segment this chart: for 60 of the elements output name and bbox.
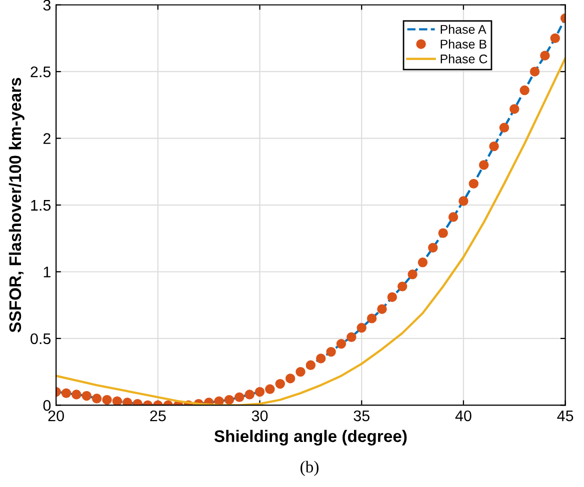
- x-tick-label: 45: [557, 410, 574, 422]
- point: [366, 314, 377, 324]
- point: [122, 398, 132, 406]
- y-tick-label: 2: [43, 133, 50, 144]
- point: [336, 338, 346, 349]
- y-tick-label: 0: [43, 400, 51, 411]
- point: [540, 50, 550, 60]
- text: (b): [300, 460, 319, 476]
- point: [244, 390, 254, 400]
- point: [316, 354, 326, 364]
- legend-label: Phase A: [440, 24, 486, 34]
- legend-label: Phase B: [440, 39, 486, 49]
- point: [468, 178, 479, 189]
- point: [306, 360, 316, 370]
- point: [234, 392, 244, 402]
- point: [428, 242, 438, 253]
- point: [112, 396, 122, 406]
- point: [550, 33, 560, 44]
- point: [356, 322, 366, 333]
- point: [285, 374, 296, 384]
- x-tick-label: 20: [48, 410, 64, 422]
- y-tick-label: 0.5: [30, 333, 51, 344]
- x-tick-label: 30: [252, 410, 268, 422]
- point: [448, 212, 458, 222]
- point: [510, 104, 520, 114]
- point: [520, 85, 530, 96]
- point: [499, 122, 510, 132]
- point: [387, 292, 398, 302]
- point: [92, 394, 102, 404]
- point: [408, 270, 418, 280]
- point: [458, 196, 468, 206]
- x-tick-label: 40: [455, 410, 472, 422]
- point: [489, 141, 499, 152]
- y-tick-label: 3: [43, 0, 51, 11]
- y-tick-label: 1: [44, 266, 50, 278]
- x-axis-title: Shielding angle (degree): [214, 430, 407, 446]
- point: [61, 388, 72, 398]
- point: [265, 384, 275, 394]
- point: [102, 394, 112, 405]
- point: [254, 386, 265, 397]
- point: [346, 332, 356, 342]
- y-axis-title: SSFOR, Flashover/100 km-years: [8, 78, 24, 332]
- point: [326, 346, 336, 357]
- point: [275, 378, 285, 389]
- point: [418, 258, 428, 268]
- point: [478, 160, 489, 170]
- legend-label: Phase C: [440, 54, 488, 64]
- point: [438, 228, 448, 238]
- point: [296, 366, 306, 377]
- point: [224, 394, 234, 405]
- point: [214, 396, 224, 406]
- point: [82, 390, 92, 401]
- y-tick-label: 1.5: [31, 200, 51, 211]
- y-tick-label: 2.5: [30, 66, 51, 78]
- x-tick-label: 25: [150, 410, 166, 422]
- point: [530, 66, 540, 76]
- point: [397, 282, 408, 292]
- point: [72, 390, 82, 400]
- point: [377, 304, 387, 314]
- x-tick-label: 35: [354, 410, 370, 422]
